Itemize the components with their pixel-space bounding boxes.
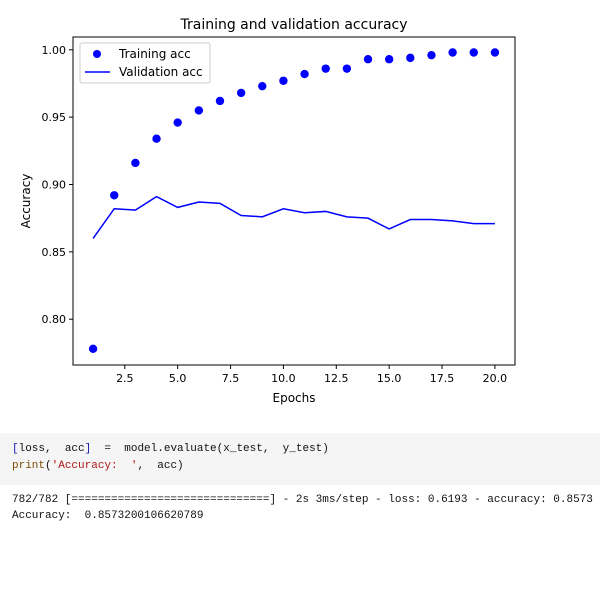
training-acc-point [152, 134, 161, 143]
code-token: ( [45, 460, 52, 472]
code-token: print [12, 460, 46, 472]
code-token: [ [12, 443, 19, 455]
y-tick-label: 0.80 [42, 313, 67, 326]
training-acc-point [236, 88, 246, 98]
training-acc-point [194, 106, 204, 115]
code-token: loss, acc [18, 443, 85, 455]
x-tick-label: 2.5 [116, 372, 134, 385]
legend-box [79, 42, 211, 84]
code-token: = model.evaluate(x_test, y_test) [91, 443, 329, 455]
training-acc-point [448, 48, 457, 57]
legend: Training acc Validation acc [79, 42, 211, 84]
x-tick-label: 10.0 [271, 372, 296, 385]
training-acc-point [384, 55, 394, 64]
training-acc-point [427, 50, 436, 60]
training-acc-point [490, 48, 500, 57]
training-acc-point [173, 118, 182, 127]
training-acc-point [406, 53, 415, 63]
training-acc-point [131, 158, 140, 168]
training-acc-point [363, 55, 373, 64]
y-tick-label: 0.95 [42, 111, 67, 124]
output-line-2: Accuracy: 0.8573200106620789 [12, 510, 204, 522]
chart-title: Training and validation accuracy [179, 17, 407, 33]
training-acc-point [258, 81, 267, 91]
training-acc-point [300, 69, 309, 79]
y-tick-label: 0.85 [42, 246, 67, 259]
x-tick-label: 12.5 [324, 372, 349, 385]
code-token: , acc) [137, 460, 184, 472]
x-tick-label: 15.0 [377, 372, 402, 385]
training-acc-point [215, 96, 225, 106]
x-tick-label: 17.5 [430, 372, 455, 385]
y-tick-label: 0.90 [42, 178, 67, 191]
legend-label-validation: Validation acc [119, 65, 203, 79]
x-axis-label: Epochs [273, 391, 316, 405]
training-acc-point [321, 64, 330, 73]
x-tick-label: 7.5 [222, 372, 240, 385]
code-token: 'Accuracy: ' [51, 460, 138, 472]
training-acc-point [88, 344, 98, 354]
training-acc-point [110, 191, 119, 200]
code-token: ] [84, 443, 92, 455]
training-acc-point [279, 76, 288, 85]
code-cell[interactable]: [loss, acc] = model.evaluate(x_test, y_t… [0, 433, 600, 485]
y-tick-label: 1.00 [42, 44, 67, 57]
y-axis-label: Accuracy [19, 174, 33, 229]
x-tick-label: 20.0 [483, 372, 508, 385]
legend-marker-training [93, 50, 101, 58]
training-acc-point [469, 48, 478, 57]
x-tick-label: 5.0 [169, 372, 187, 385]
legend-label-training: Training acc [118, 47, 191, 61]
output-line-1: 782/782 [==============================]… [12, 494, 593, 506]
code-line-2: print('Accuracy: ', acc) [12, 460, 184, 472]
training-acc-point [342, 64, 352, 73]
series-validation-acc-line [92, 195, 495, 239]
accuracy-chart: Training and validation accuracy 2.5 5.0 7… [19, 17, 516, 405]
plot-frame [72, 36, 516, 366]
code-line-1: [loss, acc] = model.evaluate(x_test, y_t… [12, 443, 329, 455]
